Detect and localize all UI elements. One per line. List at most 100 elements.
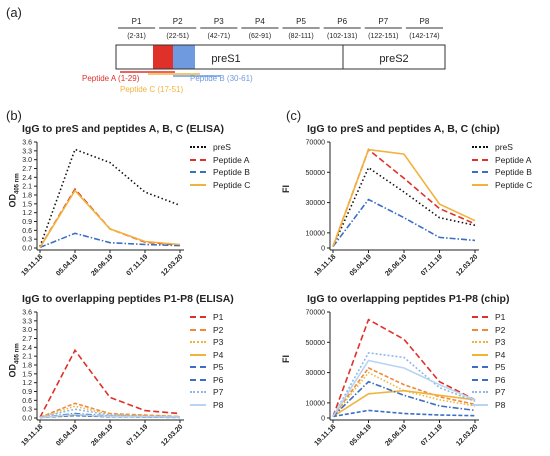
legend-item: P4 xyxy=(472,349,505,362)
series-line-p4 xyxy=(332,389,476,418)
legend-b-bottom: P1 P2 P3 P4 P5 P6 P7 P8 xyxy=(190,311,223,411)
series-line-p5 xyxy=(332,409,476,418)
y-tick-label: 1.2 xyxy=(22,380,32,387)
peptide-range-p3: (42-71) xyxy=(208,33,231,40)
legend-item: P1 xyxy=(190,311,223,324)
peptide-range-p7: (122-151) xyxy=(368,33,398,40)
x-tick-label: 26.06.19 xyxy=(90,423,114,447)
series-line-p7 xyxy=(332,352,476,417)
y-tick-label: 0.0 xyxy=(22,246,32,253)
y-tick-label: 2.7 xyxy=(22,336,32,343)
legend-item: Peptide B xyxy=(190,166,250,179)
legend-label: P2 xyxy=(213,324,224,335)
y-tick-label: 0.3 xyxy=(22,237,32,244)
legend-b-top: preS Peptide A Peptide B Peptide C xyxy=(190,141,250,191)
y-tick-label: 1.8 xyxy=(22,193,32,200)
chart-title-b-top: IgG to preS and peptides A, B, C (ELISA) xyxy=(22,123,225,135)
x-tick-label: 19.11.18 xyxy=(313,423,337,447)
legend-item: P7 xyxy=(190,386,223,399)
series-line-p2 xyxy=(332,366,476,417)
x-tick-label: 07.11.19 xyxy=(420,253,444,277)
x-tick-label: 26.06.19 xyxy=(384,253,408,277)
legend-item: P2 xyxy=(472,324,505,337)
y-tick-label: 0.3 xyxy=(22,407,32,414)
series-line-peptide-a xyxy=(39,187,181,248)
peptide-name-p3: P3 xyxy=(214,17,224,26)
legend-swatch xyxy=(472,378,488,381)
legend-swatch xyxy=(472,353,488,356)
legend-label: P4 xyxy=(495,349,506,360)
x-tick-label: 07.11.19 xyxy=(125,253,149,277)
legend-swatch xyxy=(472,316,488,319)
legend-label: P2 xyxy=(495,324,506,335)
x-tick-label: 12.03.20 xyxy=(160,253,184,277)
legend-item: P5 xyxy=(190,361,223,374)
y-tick-label: 0.0 xyxy=(22,416,32,423)
x-tick-label: 12.03.20 xyxy=(455,253,479,277)
series-line-p1 xyxy=(332,318,476,417)
legend-swatch xyxy=(472,366,488,369)
y-tick-label: 10000 xyxy=(306,400,326,407)
legend-swatch xyxy=(190,328,206,331)
legend-label: P5 xyxy=(495,362,506,373)
y-tick-label: 3.6 xyxy=(22,310,32,317)
y-tick-label: 0.6 xyxy=(22,398,32,405)
y-tick-label: 30000 xyxy=(306,200,326,207)
legend-label: P7 xyxy=(213,387,224,398)
y-tick-label: 3.3 xyxy=(22,148,32,155)
legend-label: P7 xyxy=(495,387,506,398)
legend-swatch xyxy=(190,378,206,381)
x-tick-label: 19.11.18 xyxy=(313,253,337,277)
legend-item: P6 xyxy=(472,374,505,387)
legend-label: Peptide A xyxy=(213,154,250,165)
legend-swatch xyxy=(472,403,488,406)
y-tick-label: 1.5 xyxy=(22,371,32,378)
series-line-peptide-c xyxy=(39,189,181,248)
legend-item: P1 xyxy=(472,311,505,324)
chart-title-c-bottom: IgG to overlapping peptides P1-P8 (chip) xyxy=(307,293,510,305)
peptide-name-p1: P1 xyxy=(132,17,142,26)
ylabel-b-top: OD405 nm xyxy=(8,170,21,210)
legend-swatch xyxy=(472,183,488,186)
series-line-p3 xyxy=(39,405,181,419)
ylabel-b-bottom-main: OD xyxy=(7,363,18,378)
series-line-p3 xyxy=(332,371,476,418)
peptide-range-p5: (82-111) xyxy=(288,33,313,40)
peptide-range-p6: (102-131) xyxy=(327,33,357,40)
legend-item: P6 xyxy=(190,374,223,387)
chart-title-c-top: IgG to preS and peptides A, B, C (chip) xyxy=(307,123,500,135)
legend-swatch xyxy=(190,403,206,406)
x-tick-label: 26.06.19 xyxy=(384,423,408,447)
y-tick-label: 0.9 xyxy=(22,389,32,396)
legend-swatch xyxy=(190,316,206,319)
y-tick-label: 0.9 xyxy=(22,219,32,226)
chart-elisa-p1-p8: 0.0 0.3 0.6 0.9 1.2 1.51.8 2.1 2.4 2.7 3.0 3.33.6 1… xyxy=(20,310,184,448)
legend-item: preS xyxy=(190,141,250,154)
x-tick-label: 12.03.20 xyxy=(160,423,184,447)
y-tick-label: 70000 xyxy=(306,310,326,317)
peptide-range-p1: (2-31) xyxy=(127,33,146,40)
y-tick-label: 3.0 xyxy=(22,327,32,334)
panel-c-label: (c) xyxy=(286,108,302,123)
legend-swatch xyxy=(472,391,488,394)
legend-swatch xyxy=(190,146,206,149)
peptide-b-block xyxy=(173,45,195,69)
legend-label: preS xyxy=(495,142,513,153)
legend-label: P5 xyxy=(213,362,224,373)
chart-title-b-bottom: IgG to overlapping peptides P1-P8 (ELISA… xyxy=(22,293,234,305)
series-line-p1 xyxy=(39,348,181,418)
y-tick-label: 1.5 xyxy=(22,201,32,208)
legend-item: P5 xyxy=(472,361,505,374)
x-tick-label: 19.11.18 xyxy=(20,253,44,277)
legend-swatch xyxy=(472,158,488,161)
series-line-pres xyxy=(39,148,181,247)
x-tick-label: 07.11.19 xyxy=(125,423,149,447)
legend-c-top: preS Peptide A Peptide B Peptide C xyxy=(472,141,532,191)
y-tick-label: 0 xyxy=(321,246,325,253)
peptide-name-p8: P8 xyxy=(420,17,430,26)
legend-label: P3 xyxy=(213,337,224,348)
peptide-name-p7: P7 xyxy=(378,17,388,26)
series-line-pres xyxy=(332,166,476,247)
peptide-name-p6: P6 xyxy=(337,17,347,26)
series-line-p8 xyxy=(39,413,181,419)
